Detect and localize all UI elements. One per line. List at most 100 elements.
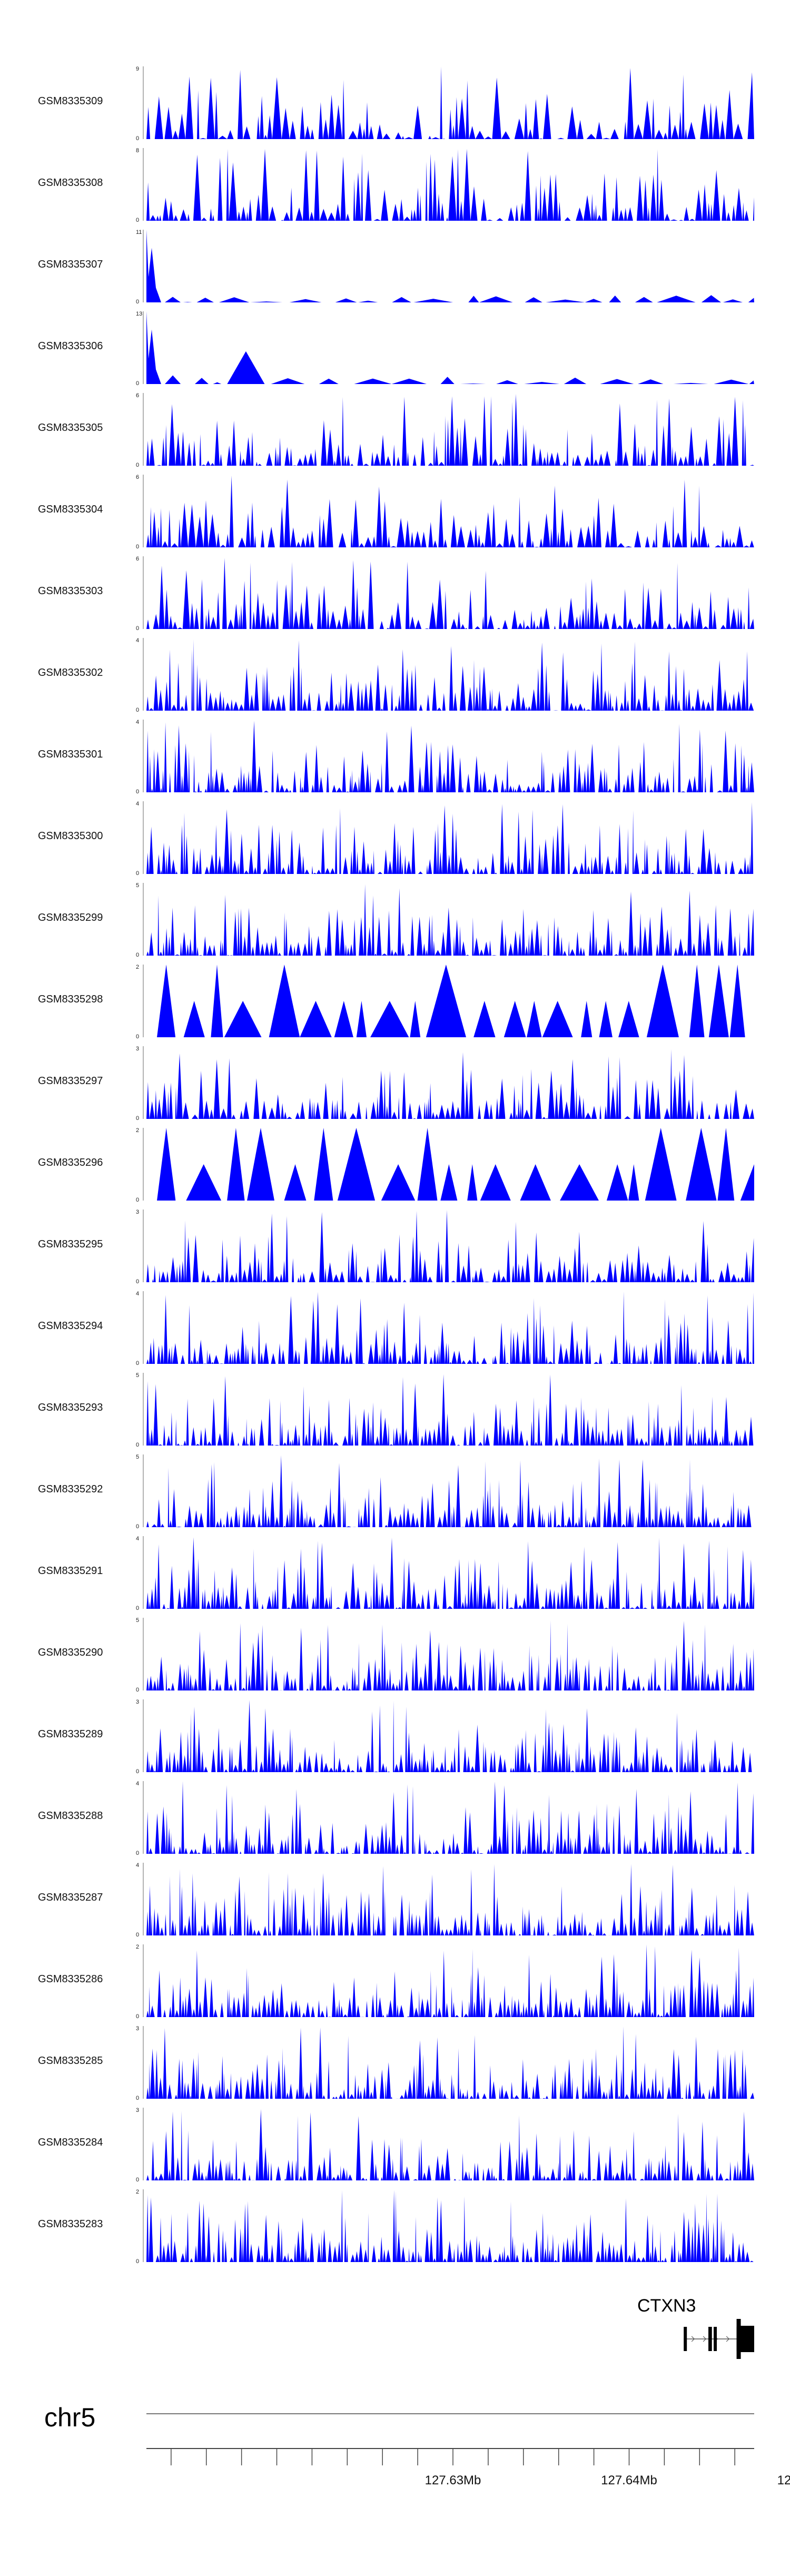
gene-exon: [714, 2327, 717, 2351]
ymax-label: 4: [136, 1291, 139, 1297]
signal-area: [146, 639, 754, 711]
track-GSM8335294: GSM8335294 4 0: [0, 1288, 790, 1370]
track-signal-plot: 60: [136, 474, 754, 550]
track-name-label: GSM8335309: [38, 95, 103, 107]
ymax-label: 4: [136, 1781, 139, 1787]
ymin-label: 0: [136, 1523, 139, 1530]
ymax-label: 6: [136, 392, 139, 399]
track-signal-plot: 40: [136, 1291, 754, 1366]
ymin-label: 0: [136, 1932, 139, 1938]
track-name-label: GSM8335299: [38, 912, 103, 923]
track-GSM8335298: GSM8335298 2 0: [0, 961, 790, 1043]
ymax-label: 4: [136, 1862, 139, 1869]
track-signal-plot: 40: [136, 719, 754, 795]
ymin-label: 0: [136, 1850, 139, 1856]
signal-area: [146, 230, 754, 302]
ymin-label: 0: [136, 1115, 139, 1122]
ymax-label: 5: [136, 1454, 139, 1460]
ymin-label: 0: [136, 707, 139, 713]
gene-exon: [738, 2326, 754, 2352]
signal-area: [146, 558, 754, 629]
ymax-label: 2: [136, 964, 139, 970]
ymin-label: 0: [136, 1605, 139, 1611]
gene-name-label: CTXN3: [637, 2296, 696, 2316]
track-signal-plot: 20: [136, 1944, 754, 2020]
signal-area: [146, 1537, 754, 1609]
signal-area: [146, 311, 754, 384]
gene-exon: [684, 2327, 687, 2351]
track-GSM8335288: GSM8335288 4 0: [0, 1778, 790, 1860]
signal-area: [146, 2190, 754, 2262]
track-name-label: GSM8335290: [38, 1647, 103, 1658]
track-GSM8335300: GSM8335300 4 0: [0, 798, 790, 880]
strand-arrow: [703, 2336, 707, 2342]
track-name-label: GSM8335285: [38, 2055, 103, 2067]
track-GSM8335287: GSM8335287 4 0: [0, 1860, 790, 1941]
track-name-label: GSM8335300: [38, 830, 103, 842]
track-name-label: GSM8335303: [38, 585, 103, 597]
ymin-label: 0: [136, 2177, 139, 2183]
ymax-label: 3: [136, 2107, 139, 2113]
ymin-label: 0: [136, 625, 139, 632]
track-GSM8335293: GSM8335293 5 0: [0, 1370, 790, 1451]
track-name-label: GSM8335287: [38, 1892, 103, 1903]
axis-tick-label: 127.64Mb: [601, 2473, 657, 2487]
track-name-label: GSM8335307: [38, 259, 103, 270]
ymin-label: 0: [136, 2013, 139, 2020]
track-signal-plot: 40: [136, 801, 754, 877]
ymax-label: 6: [136, 474, 139, 480]
ymin-label: 0: [136, 952, 139, 958]
track-signal-plot: 40: [136, 637, 754, 713]
track-signal-plot: 60: [136, 556, 754, 632]
track-GSM8335297: GSM8335297 3 0: [0, 1043, 790, 1125]
track-name-label: GSM8335308: [38, 177, 103, 189]
track-GSM8335284: GSM8335284 3 0: [0, 2105, 790, 2186]
ymax-label: 5: [136, 1617, 139, 1624]
track-signal-plot: 30: [136, 2107, 754, 2183]
ymin-label: 0: [136, 2095, 139, 2101]
signal-area: [146, 1128, 754, 1201]
track-signal-plot: 13 0: [136, 311, 754, 387]
signal-area: [146, 1781, 754, 1854]
track-signal-plot: 20: [136, 1127, 754, 1203]
track-name-label: GSM8335283: [38, 2218, 103, 2230]
track-name-label: GSM8335302: [38, 667, 103, 679]
ymax-label: 3: [136, 2026, 139, 2032]
track-name-label: GSM8335295: [38, 1238, 103, 1250]
ymin-label: 0: [136, 544, 139, 550]
track-signal-plot: 40: [136, 1536, 754, 1611]
ymin-label: 0: [136, 299, 139, 305]
signal-area: [146, 721, 754, 792]
track-signal-plot: 40: [136, 1781, 754, 1856]
track-signal-plot: 30: [136, 2026, 754, 2101]
track-signal-plot: 80: [136, 148, 754, 223]
ymax-label: 4: [136, 801, 139, 807]
track-name-label: GSM8335296: [38, 1157, 103, 1168]
signal-area: [146, 1374, 754, 1446]
gene-exon: [736, 2319, 741, 2359]
track-GSM8335283: GSM8335283 2 0: [0, 2186, 790, 2268]
track-name-label: GSM8335306: [38, 340, 103, 352]
track-signal-plot: 50: [136, 1454, 754, 1530]
track-GSM8335308: GSM8335308 8 0: [0, 145, 790, 227]
strand-arrow: [714, 2336, 718, 2342]
signal-area: [146, 802, 754, 874]
signal-area: [146, 1864, 754, 1935]
signal-area: [146, 1455, 754, 1527]
track-signal-plot: 60: [136, 392, 754, 468]
ymax-label: 13: [136, 311, 142, 317]
ymax-label: 3: [136, 1209, 139, 1215]
ymin-label: 0: [136, 1197, 139, 1203]
track-name-label: GSM8335292: [38, 1483, 103, 1495]
track-name-label: GSM8335305: [38, 422, 103, 434]
ymax-label: 5: [136, 882, 139, 889]
track-signal-plot: 50: [136, 1617, 754, 1693]
ymin-label: 0: [136, 1360, 139, 1366]
signal-area: [146, 1944, 754, 2017]
signal-area: [146, 149, 754, 221]
track-GSM8335296: GSM8335296 2 0: [0, 1125, 790, 1206]
signal-area: [146, 1291, 754, 1364]
gene-exon: [708, 2327, 712, 2351]
signal-area: [146, 66, 754, 139]
strand-arrow: [691, 2336, 695, 2342]
